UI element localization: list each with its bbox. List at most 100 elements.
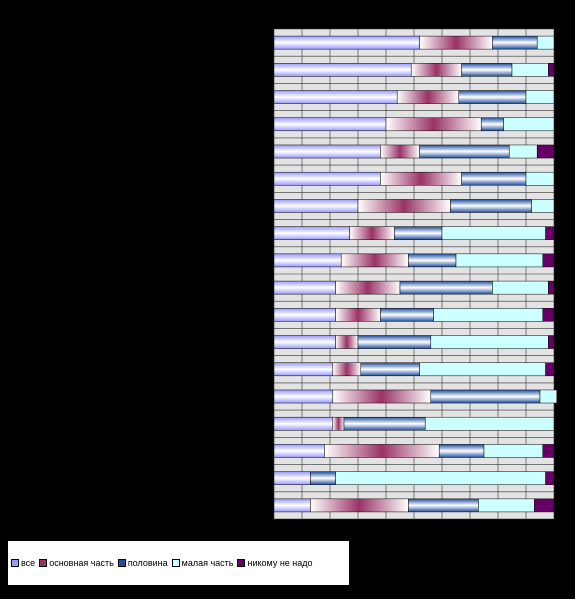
bar-segment-series-2-row-5 xyxy=(461,171,527,186)
bar-segment-series-0-row-6 xyxy=(273,199,359,213)
bar-segment-series-3-row-16 xyxy=(335,471,546,485)
bar-segment-series-2-row-14 xyxy=(343,416,426,431)
bar-segment-series-4-row-8 xyxy=(542,253,555,268)
legend-label: малая часть xyxy=(181,558,234,568)
bar-segment-series-2-row-16 xyxy=(310,471,336,485)
bar-segment-series-2-row-17 xyxy=(408,498,479,513)
bar-segment-series-1-row-8 xyxy=(340,253,409,268)
bar-segment-series-2-row-9 xyxy=(399,280,493,295)
bar-segment-series-2-row-15 xyxy=(438,444,485,458)
bar-segment-series-0-row-1 xyxy=(273,63,412,77)
legend: все основная часть половина малая часть … xyxy=(8,541,349,585)
bar-segment-series-3-row-8 xyxy=(455,253,544,268)
bar-segment-series-1-row-15 xyxy=(324,444,440,458)
legend-items: все основная часть половина малая часть … xyxy=(11,558,317,568)
bar-segment-series-0-row-14 xyxy=(273,416,334,431)
bar-segment-series-1-row-0 xyxy=(419,35,493,50)
bar-segment-series-4-row-16 xyxy=(545,471,555,485)
legend-swatch xyxy=(117,559,126,567)
bar-segment-series-1-row-12 xyxy=(332,362,362,377)
bar-segment-series-3-row-0 xyxy=(536,35,555,50)
legend-item-series-4: никому не надо xyxy=(237,558,313,568)
bar-segment-series-0-row-10 xyxy=(273,308,336,322)
bar-segment-series-0-row-12 xyxy=(273,362,334,377)
bar-segment-series-4-row-11 xyxy=(548,335,555,349)
bar-segment-series-2-row-12 xyxy=(360,362,420,377)
bar-segment-series-3-row-17 xyxy=(478,498,535,513)
bar-segment-series-4-row-17 xyxy=(534,498,555,513)
bar-segment-series-0-row-4 xyxy=(273,144,381,159)
legend-swatch xyxy=(237,559,246,567)
bar-segment-series-2-row-0 xyxy=(492,35,538,50)
bar-segment-series-1-row-2 xyxy=(396,90,460,104)
bar-segment-series-4-row-7 xyxy=(545,226,555,240)
bar-segment-series-2-row-13 xyxy=(430,389,541,404)
bar-segment-series-3-row-4 xyxy=(508,144,538,159)
legend-swatch xyxy=(11,559,19,567)
bar-segment-series-3-row-15 xyxy=(483,444,544,458)
bar-segment-series-3-row-14 xyxy=(424,416,555,431)
bar-segment-series-0-row-15 xyxy=(273,444,325,458)
legend-swatch xyxy=(39,559,48,567)
bar-segment-series-1-row-13 xyxy=(332,389,432,404)
bar-segment-series-3-row-3 xyxy=(503,117,555,132)
bar-segment-series-1-row-1 xyxy=(410,63,462,77)
bar-segment-series-3-row-1 xyxy=(511,63,549,77)
bar-segment-series-3-row-9 xyxy=(492,280,549,295)
bar-segment-series-3-row-6 xyxy=(531,199,555,213)
bar-segment-series-4-row-15 xyxy=(542,444,555,458)
bar-segment-series-3-row-10 xyxy=(433,308,544,322)
bar-segment-series-4-row-1 xyxy=(548,63,555,77)
bar-segment-series-0-row-11 xyxy=(273,335,336,349)
bar-segment-series-0-row-2 xyxy=(273,90,398,104)
legend-label: основная часть xyxy=(49,558,114,568)
bar-segment-series-4-row-10 xyxy=(542,308,555,322)
bar-segment-series-2-row-3 xyxy=(480,117,504,132)
bar-segment-series-1-row-14 xyxy=(332,416,345,431)
bar-segment-series-1-row-5 xyxy=(380,171,462,186)
bar-segment-series-1-row-3 xyxy=(385,117,482,132)
legend-item-series-2: половина xyxy=(117,558,168,568)
bar-segment-series-4-row-12 xyxy=(545,362,555,377)
bar-segment-series-2-row-4 xyxy=(419,144,510,159)
bar-segment-series-2-row-7 xyxy=(394,226,443,240)
bar-segment-series-1-row-9 xyxy=(335,280,401,295)
bar-segment-series-0-row-17 xyxy=(273,498,311,513)
bar-segment-series-0-row-9 xyxy=(273,280,336,295)
legend-label: никому не надо xyxy=(247,558,313,568)
bar-segment-series-2-row-11 xyxy=(357,335,432,349)
bar-segment-series-1-row-11 xyxy=(335,335,359,349)
bar-segment-series-2-row-2 xyxy=(458,90,527,104)
bar-segment-series-1-row-10 xyxy=(335,308,381,322)
bars xyxy=(273,35,558,513)
bar-segment-series-3-row-11 xyxy=(430,335,549,349)
bar-segment-series-2-row-1 xyxy=(461,63,513,77)
bar-segment-series-1-row-4 xyxy=(380,144,420,159)
legend-item-series-3: малая часть xyxy=(171,558,234,568)
legend-label: половина xyxy=(127,558,168,568)
bar-segment-series-2-row-8 xyxy=(408,253,457,268)
bar-segment-series-3-row-13 xyxy=(539,389,558,404)
legend-swatch xyxy=(171,559,180,567)
bar-segment-series-3-row-7 xyxy=(441,226,546,240)
chart xyxy=(273,28,558,520)
legend-item-series-0: все xyxy=(11,558,35,568)
bar-segment-series-0-row-16 xyxy=(273,471,311,485)
bar-segment-series-3-row-2 xyxy=(525,90,555,104)
bar-segment-series-0-row-7 xyxy=(273,226,350,240)
bar-segment-series-1-row-6 xyxy=(357,199,451,213)
bar-segment-series-3-row-12 xyxy=(419,362,546,377)
bar-segment-series-0-row-5 xyxy=(273,171,381,186)
bar-segment-series-0-row-13 xyxy=(273,389,334,404)
bar-segment-series-1-row-17 xyxy=(310,498,409,513)
bar-segment-series-2-row-6 xyxy=(450,199,532,213)
bar-segment-series-4-row-9 xyxy=(548,280,555,295)
bar-segment-series-0-row-3 xyxy=(273,117,387,132)
bar-segment-series-4-row-4 xyxy=(536,144,555,159)
legend-item-series-1: основная часть xyxy=(39,558,114,568)
bar-segment-series-0-row-8 xyxy=(273,253,342,268)
bar-segment-series-1-row-7 xyxy=(349,226,395,240)
bar-segment-series-2-row-10 xyxy=(380,308,434,322)
bar-segment-series-3-row-5 xyxy=(525,171,555,186)
bar-segment-series-0-row-0 xyxy=(273,35,420,50)
